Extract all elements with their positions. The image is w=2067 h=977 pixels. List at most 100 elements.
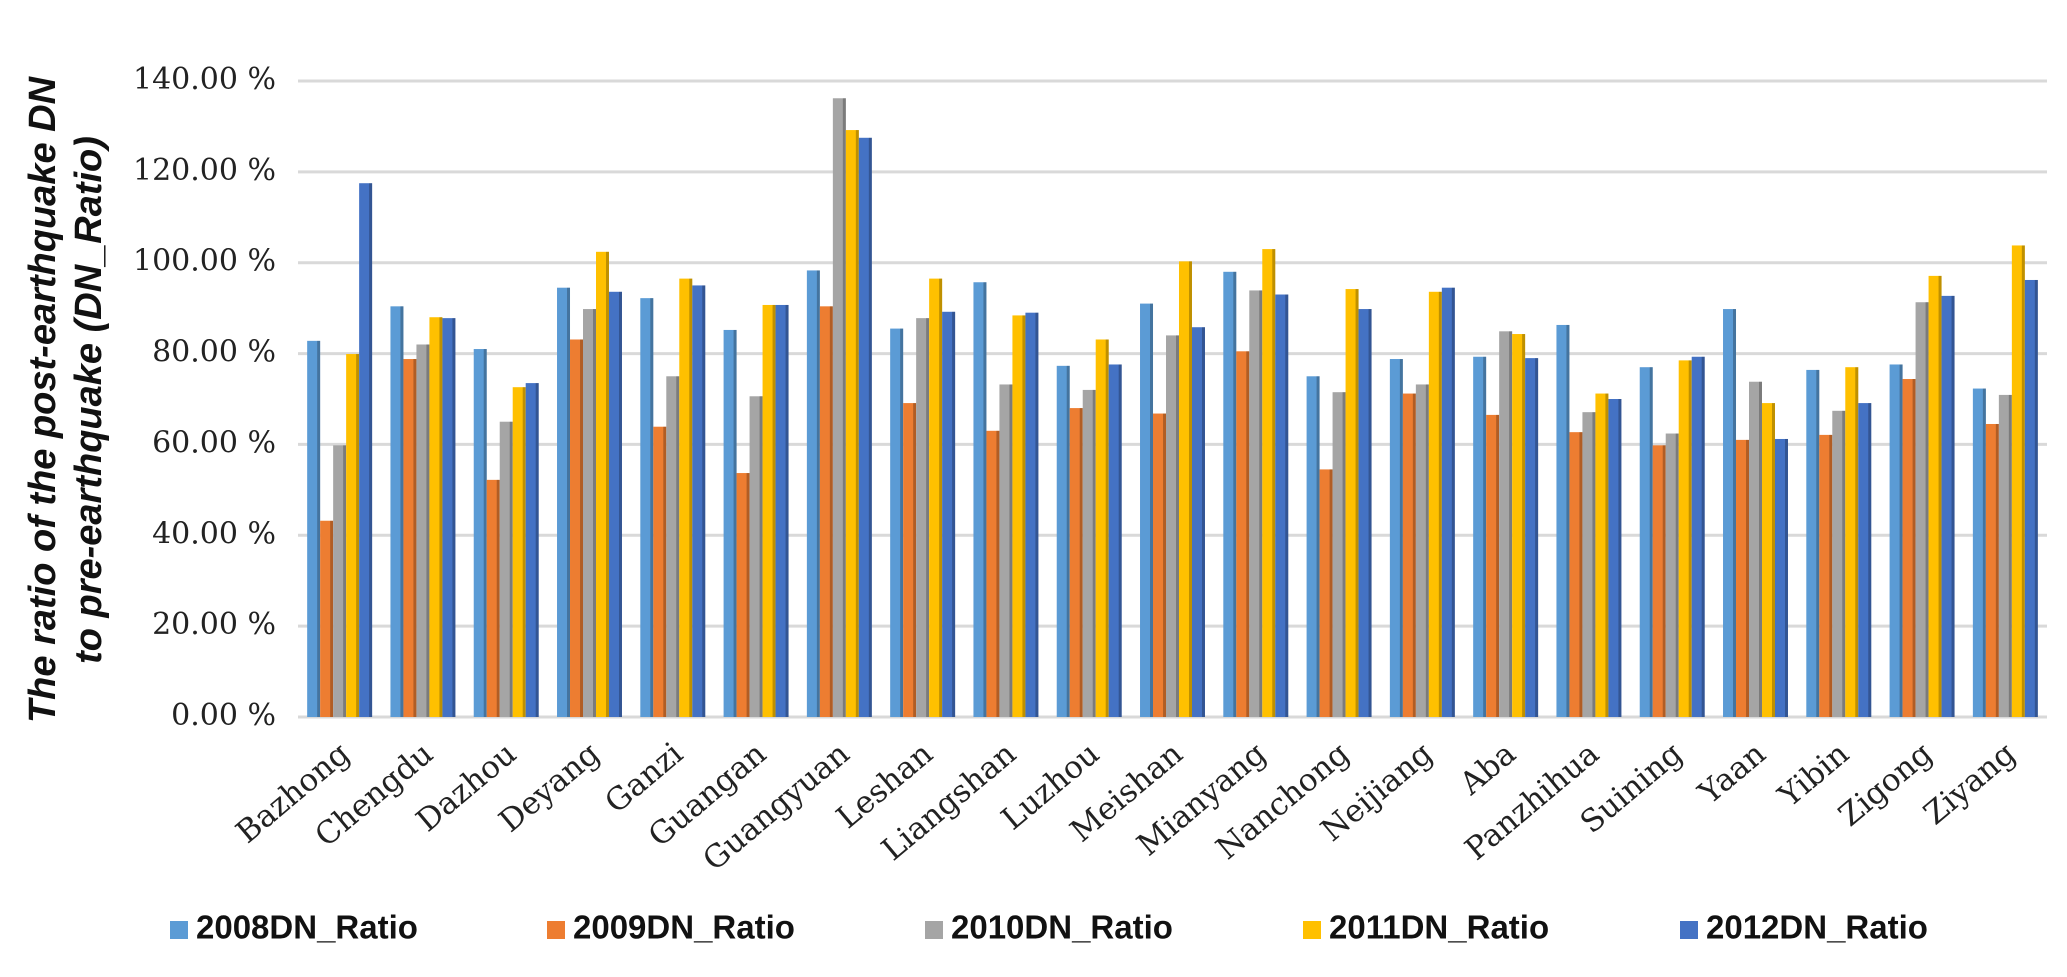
bar [1153, 413, 1167, 717]
y-tick-label: 80.00 % [152, 335, 276, 370]
bar [595, 251, 609, 717]
bar [1025, 312, 1039, 717]
bar-side [1912, 379, 1916, 717]
bar-side [1009, 384, 1013, 717]
y-tick-label: 140.00 % [133, 62, 276, 97]
bar [1761, 403, 1775, 717]
bar-side [816, 270, 820, 717]
bar-side [330, 520, 334, 717]
bar [1595, 393, 1609, 717]
bar [890, 328, 904, 717]
bar-side [356, 354, 360, 717]
bar [929, 278, 943, 717]
bar [1902, 379, 1916, 717]
bar-side [1425, 384, 1429, 717]
bar-side [1816, 369, 1820, 717]
bar-side [1649, 367, 1653, 717]
bar-side [317, 340, 321, 717]
bar [1249, 290, 1263, 717]
bar-side [759, 396, 763, 717]
bar-side [746, 473, 750, 717]
bar-side [1592, 412, 1596, 717]
bar [1569, 432, 1583, 717]
bar-side [1925, 302, 1929, 717]
bar [1889, 364, 1903, 717]
bar-side [996, 430, 1000, 717]
bar-side [369, 183, 373, 717]
bar-side [650, 298, 654, 717]
y-tick-label: 40.00 % [152, 516, 276, 551]
bar [486, 479, 500, 717]
bar [583, 309, 596, 717]
bar-side [1066, 365, 1070, 717]
bar-side [926, 318, 930, 717]
legend-swatch [925, 921, 943, 939]
bar [1691, 356, 1705, 717]
bar [1473, 356, 1487, 717]
bar [442, 318, 456, 717]
bar [762, 304, 776, 717]
bar-side [400, 306, 404, 717]
bar [1402, 393, 1416, 717]
bar-side [913, 403, 917, 717]
bar-side [1022, 315, 1026, 717]
bar [942, 311, 956, 717]
bar [736, 473, 750, 717]
bar-side [702, 285, 706, 717]
bar-side [1483, 356, 1487, 717]
bar-side [1733, 309, 1737, 717]
bar [1652, 445, 1666, 717]
y-tick-label: 20.00 % [152, 607, 276, 642]
bar [1525, 358, 1539, 717]
bar [608, 291, 622, 717]
bar-side [663, 426, 667, 717]
bar-side [900, 328, 904, 717]
bar [999, 384, 1013, 717]
bar [1275, 294, 1289, 717]
bar [1082, 389, 1096, 717]
bar [403, 359, 417, 717]
bar [333, 445, 347, 717]
bar-side [1522, 334, 1526, 717]
bar [1441, 287, 1455, 717]
bar [749, 396, 763, 717]
bar [1069, 408, 1083, 717]
bar-side [426, 344, 430, 717]
bar-side [1329, 469, 1333, 717]
bar-side [1605, 393, 1609, 717]
bar-side [1995, 423, 1999, 717]
bar [473, 349, 487, 717]
bar-side [1079, 408, 1083, 717]
bar-side [605, 251, 609, 717]
bar [416, 344, 430, 717]
bar-side [1842, 410, 1846, 717]
bar [1178, 261, 1192, 717]
bar [2011, 245, 2025, 718]
bar-side [1201, 327, 1205, 717]
bar [570, 339, 584, 717]
bar-side [2008, 394, 2012, 717]
bar-side [509, 421, 513, 717]
bar-side [1746, 439, 1750, 717]
y-label-line: The ratio of the post-earthquake DN [22, 75, 64, 723]
bar [858, 137, 872, 718]
bar [1319, 469, 1333, 717]
bar [1262, 249, 1276, 718]
bar-side [939, 278, 943, 717]
bar-side [1259, 290, 1263, 717]
bar-side [1855, 367, 1859, 717]
bar [679, 278, 693, 717]
x-tick-label: Zigong [1832, 736, 1939, 834]
bar [1736, 439, 1750, 717]
bar [499, 421, 513, 717]
bar-side [1771, 403, 1775, 717]
legend-label: 2012DN_Ratio [1706, 909, 1928, 946]
bar [1608, 399, 1622, 717]
bar-side [567, 287, 571, 717]
bar [1499, 331, 1513, 717]
bar-side [483, 349, 487, 717]
bar [429, 317, 443, 717]
bar [320, 520, 334, 717]
bar-side [343, 445, 347, 717]
